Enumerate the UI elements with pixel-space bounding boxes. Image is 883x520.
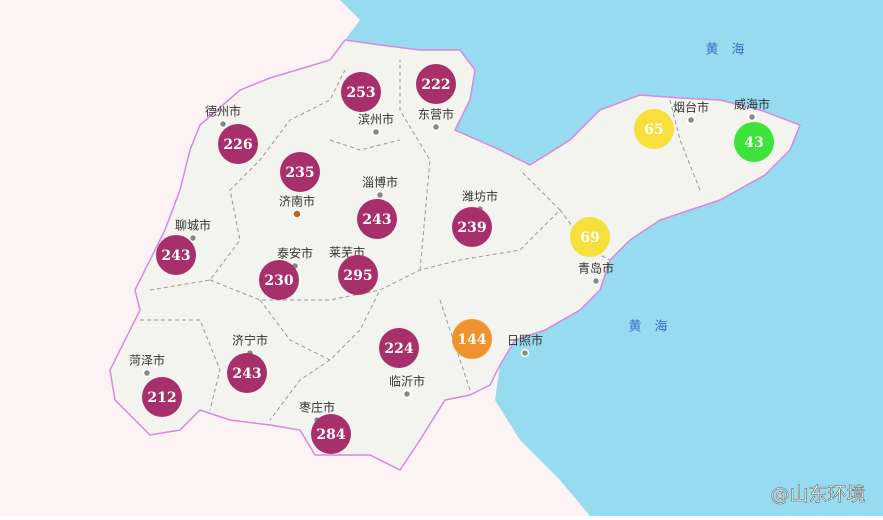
city-dot	[431, 122, 441, 132]
aqi-value: 295	[343, 268, 372, 284]
city-label: 日照市	[507, 333, 543, 348]
city-dot	[520, 348, 530, 358]
aqi-value: 284	[316, 427, 345, 443]
city-dot	[747, 112, 757, 122]
aqi-value: 43	[744, 135, 763, 151]
city-label: 烟台市	[673, 100, 709, 115]
aqi-marker	[634, 109, 674, 149]
aqi-value: 235	[285, 165, 314, 181]
city-label: 菏泽市	[129, 353, 165, 368]
city-label: 聊城市	[175, 218, 211, 233]
city-dot	[292, 209, 302, 219]
city-label: 济南市	[279, 194, 315, 209]
city-label: 青岛市	[578, 261, 614, 276]
aqi-marker	[280, 152, 320, 192]
city-label: 淄博市	[362, 175, 398, 190]
sea-label: 黄 海	[705, 43, 744, 58]
city-label: 威海市	[734, 97, 770, 112]
aqi-marker	[156, 235, 196, 275]
aqi-marker	[227, 353, 267, 393]
aqi-marker	[311, 414, 351, 454]
aqi-value: 222	[421, 77, 450, 93]
city-label: 滨州市	[358, 112, 394, 127]
city-label: 泰安市	[277, 246, 313, 261]
city-label: 枣庄市	[299, 400, 335, 415]
aqi-value: 243	[362, 212, 391, 228]
aqi-value: 253	[346, 85, 375, 101]
city-label: 潍坊市	[462, 189, 498, 204]
aqi-value: 69	[580, 230, 599, 246]
aqi-marker	[452, 207, 492, 247]
aqi-value: 230	[264, 273, 293, 289]
aqi-marker	[416, 64, 456, 104]
city-label: 东营市	[418, 107, 454, 122]
city-borders	[140, 60, 701, 421]
aqi-marker	[338, 255, 378, 295]
city-label: 德州市	[205, 104, 241, 119]
aqi-marker	[379, 328, 419, 368]
aqi-marker	[734, 122, 774, 162]
city-label: 济宁市	[232, 333, 268, 348]
city-dot	[402, 389, 412, 399]
watermark: @山东环境	[770, 484, 865, 506]
aqi-marker	[452, 319, 492, 359]
city-dot	[218, 119, 228, 129]
city-dot	[188, 233, 198, 243]
city-dot	[686, 115, 696, 125]
aqi-marker	[259, 260, 299, 300]
sea	[340, 0, 883, 516]
aqi-value: 212	[147, 390, 176, 406]
province-land	[109, 39, 801, 471]
aqi-marker	[570, 217, 610, 257]
city-dot	[375, 190, 385, 200]
aqi-value: 226	[223, 137, 252, 153]
aqi-marker	[341, 72, 381, 112]
aqi-value: 243	[161, 248, 190, 264]
aqi-value: 239	[457, 220, 486, 236]
aqi-marker	[218, 124, 258, 164]
sea-label: 黄 海	[628, 320, 667, 335]
city-dot	[591, 276, 601, 286]
aqi-value: 65	[644, 122, 663, 138]
aqi-value: 243	[232, 366, 261, 382]
aqi-marker	[357, 199, 397, 239]
aqi-marker	[142, 377, 182, 417]
city-dot	[371, 127, 381, 137]
city-label: 临沂市	[389, 374, 425, 389]
city-dot	[142, 368, 152, 378]
aqi-value: 224	[384, 341, 413, 357]
aqi-value: 144	[457, 332, 486, 348]
